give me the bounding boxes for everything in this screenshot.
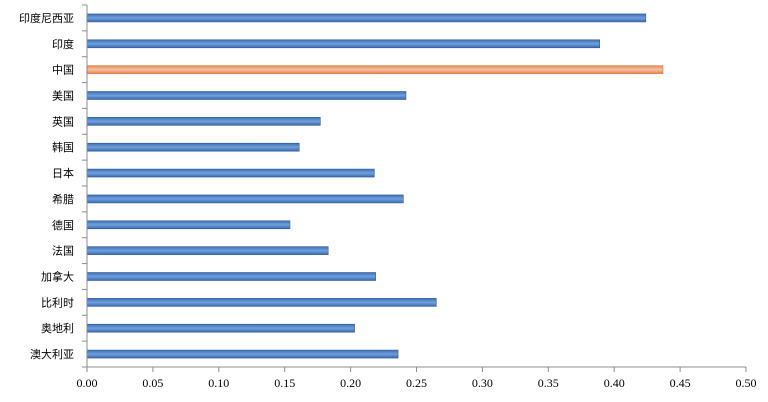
x-tick-label-8: 0.40 <box>604 376 625 390</box>
bar-11 <box>86 298 437 307</box>
bar-4 <box>86 117 321 126</box>
bar-2 <box>86 65 664 74</box>
category-label-10: 加拿大 <box>41 270 74 284</box>
x-tick-label-7: 0.35 <box>538 376 559 390</box>
bar-5 <box>86 142 300 152</box>
category-label-6: 日本 <box>52 166 74 180</box>
axes <box>82 4 747 372</box>
x-tick-label-2: 0.10 <box>208 376 229 390</box>
category-label-7: 希腊 <box>52 192 74 206</box>
category-label-5: 韩国 <box>52 140 74 154</box>
x-tick-label-4: 0.20 <box>340 376 361 390</box>
x-tick-label-3: 0.15 <box>274 376 295 390</box>
category-label-0: 印度尼西亚 <box>19 11 74 25</box>
category-label-2: 中国 <box>52 64 74 77</box>
x-tick-label-0: 0.00 <box>77 376 98 390</box>
bar-0 <box>86 13 647 23</box>
category-label-13: 澳大利亚 <box>30 347 74 361</box>
x-tick-label-6: 0.30 <box>472 376 493 390</box>
category-label-8: 德国 <box>52 218 74 232</box>
category-label-4: 英国 <box>52 114 74 128</box>
bar-6 <box>86 168 375 178</box>
x-tick-labels: 0.00 0.05 0.10 0.15 0.20 0.25 0.30 0.35 0.40 0.45… <box>77 376 757 390</box>
category-label-9: 法国 <box>52 244 74 258</box>
bar-12 <box>86 323 355 333</box>
x-tick-label-10: 0.50 <box>736 376 757 390</box>
x-tick-label-5: 0.25 <box>406 376 427 390</box>
bars <box>86 13 664 359</box>
x-tick-label-9: 0.45 <box>670 376 691 390</box>
bar-7 <box>86 194 404 204</box>
bar-10 <box>86 272 376 281</box>
bar-8 <box>86 220 291 230</box>
category-label-3: 美国 <box>52 90 74 103</box>
bar-13 <box>86 349 399 359</box>
bar-1 <box>86 39 601 49</box>
bar-9 <box>86 246 329 255</box>
category-label-1: 印度 <box>52 37 74 51</box>
category-label-11: 比利时 <box>41 296 74 309</box>
bar-3 <box>86 91 407 100</box>
category-label-12: 奥地利 <box>41 321 74 335</box>
x-tick-label-1: 0.05 <box>142 376 163 390</box>
